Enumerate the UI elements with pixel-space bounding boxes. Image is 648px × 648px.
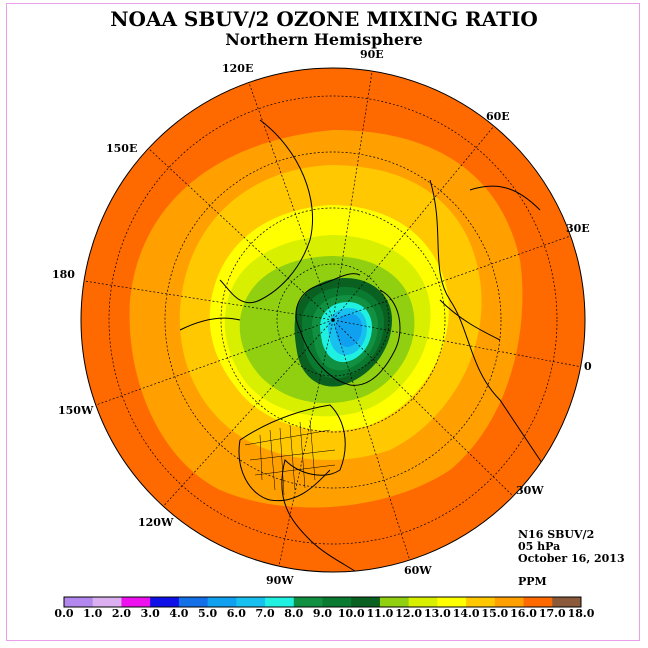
- colorbar-swatch: [92, 597, 122, 607]
- colorbar-swatch: [150, 597, 180, 607]
- coastlines: [179, 119, 561, 572]
- colorbar-tick: 10.0: [338, 607, 365, 620]
- meridian-label: 150W: [58, 404, 94, 417]
- map-frame: [6, 3, 640, 641]
- colorbar-swatch: [466, 597, 496, 607]
- colorbar-tick: 12.0: [395, 607, 422, 620]
- colorbar-tick: 6.0: [227, 607, 246, 620]
- band-5: [335, 314, 362, 347]
- units-label: PPM: [518, 575, 547, 588]
- colorbar-swatch: [178, 597, 209, 607]
- colorbar-tick: 15.0: [481, 607, 508, 620]
- meridian-label: 90W: [266, 574, 294, 587]
- date-label: October 16, 2013: [518, 552, 625, 565]
- colorbar-swatch: [121, 597, 151, 607]
- colorbar-swatch: [523, 597, 553, 607]
- meridian-label: 30W: [516, 484, 544, 497]
- graticule: [81, 71, 583, 571]
- meridian-label: 150E: [106, 142, 137, 155]
- meridian-label: 120E: [222, 62, 253, 75]
- meridian-label: 60W: [404, 564, 432, 577]
- meridian-label: 0: [584, 360, 592, 373]
- colorbar-swatch: [207, 597, 237, 607]
- map-subtitle: Northern Hemisphere: [225, 30, 423, 49]
- colorbar-tick: 14.0: [453, 607, 480, 620]
- colorbar-tick: 0.0: [54, 607, 73, 620]
- colorbar-tick: 4.0: [169, 607, 188, 620]
- meridian-label: 60E: [486, 110, 510, 123]
- colorbar-swatch: [552, 597, 582, 607]
- colorbar-tick: 13.0: [424, 607, 451, 620]
- colorbar-tick: 2.0: [112, 607, 131, 620]
- colorbar-border: [63, 596, 582, 608]
- colorbar-tick: 16.0: [510, 607, 537, 620]
- meridian-label: 30E: [566, 222, 590, 235]
- colorbar-swatch: [437, 597, 467, 607]
- colorbar-tick: 8.0: [284, 607, 303, 620]
- colorbar-tick: 1.0: [83, 607, 102, 620]
- map-boundary: [80, 67, 586, 573]
- colorbar-swatch: [494, 597, 525, 607]
- colorbar-swatch: [236, 597, 266, 607]
- colorbar-tick: 18.0: [568, 607, 595, 620]
- colorbar-swatch: [379, 597, 410, 607]
- colorbar-tick: 17.0: [539, 607, 566, 620]
- colorbar-tick: 9.0: [313, 607, 332, 620]
- state-borders: [244, 419, 336, 496]
- colorbar-tick: 5.0: [198, 607, 217, 620]
- colorbar-swatch: [64, 597, 94, 607]
- meridian-label: 180: [52, 268, 75, 281]
- colorbar-swatch: [293, 597, 323, 607]
- colorbar-tick: 11.0: [367, 607, 394, 620]
- satellite-label: N16 SBUV/2: [518, 528, 595, 541]
- meridian-label: 120W: [138, 516, 174, 529]
- colorbar-tick: 3.0: [141, 607, 160, 620]
- colorbar-swatch: [351, 597, 381, 607]
- colorbar-swatch: [322, 597, 352, 607]
- colorbar-swatch: [265, 597, 295, 607]
- colorbar-tick: 7.0: [255, 607, 274, 620]
- colorbar-swatch: [408, 597, 438, 607]
- meridian-label: 90E: [360, 48, 384, 61]
- map-title: NOAA SBUV/2 OZONE MIXING RATIO: [110, 7, 538, 31]
- level-label: 05 hPa: [518, 540, 561, 553]
